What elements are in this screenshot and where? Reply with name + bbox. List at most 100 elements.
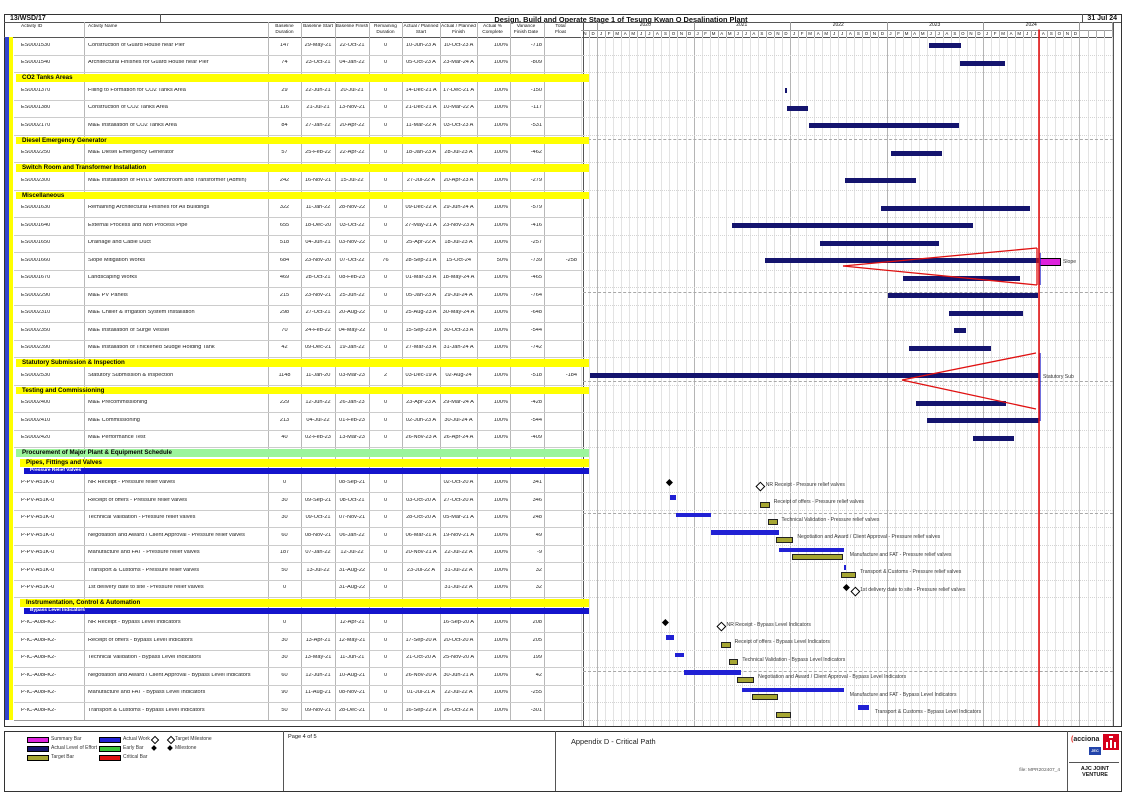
activity-name-cell: M&E Performance Test <box>88 435 146 441</box>
table-cell: 90 <box>281 690 288 696</box>
table-cell: 09-Oct-21 <box>305 515 331 521</box>
activity-name-cell: Drainage and Cable Duct <box>88 240 151 246</box>
table-cell: 20-Jul-21 <box>340 87 364 93</box>
legend-label: Target Milestone <box>175 736 212 742</box>
gantt-bar-label: Transport & Customs - Bypass Level Indic… <box>874 709 982 716</box>
row-line <box>14 322 583 323</box>
column-grid-line <box>268 22 269 720</box>
gantt-row-line <box>583 54 1113 56</box>
activity-name-cell: M&E Installation of CO2 Tanks Area <box>88 122 177 128</box>
table-cell: 0 <box>383 345 388 351</box>
table-cell: 07-Jan-22 <box>305 550 331 556</box>
activity-name-cell: M&E Installation of Thickened Sludge Hol… <box>88 345 215 351</box>
table-cell: 29-Jun-24 A <box>443 205 474 211</box>
timeline-month-cell: J <box>830 29 840 37</box>
table-cell: 23-Nov-23 A <box>442 222 475 228</box>
row-line <box>14 134 583 136</box>
table-cell: 0 <box>383 42 388 48</box>
row-line <box>14 544 583 546</box>
table-cell: 28-Oct-21 <box>305 275 331 281</box>
file-reference: file: MPR202407_4 <box>1019 768 1060 773</box>
gantt-bar-work <box>778 547 844 553</box>
table-cell: 30-Jul-24 A <box>444 417 473 423</box>
table-cell: 22-Jul-22 A <box>444 550 473 556</box>
gantt-bar-loe <box>887 293 1039 299</box>
table-cell: 0 <box>282 620 287 626</box>
table-cell: ES0002300 <box>21 177 51 183</box>
timeline-month-cell: N <box>677 29 687 37</box>
table-cell: -718 <box>530 42 542 48</box>
table-cell: 0 <box>383 205 388 211</box>
section-header: Bypass Level Indicators <box>24 608 589 614</box>
table-cell: 08-Sep-21 <box>338 480 366 486</box>
activity-name-cell: NR Receipt - Bypass Level Indicators <box>88 620 181 626</box>
table-cell: 0 <box>383 310 388 316</box>
table-cell: ES0001530 <box>21 42 51 48</box>
table-cell: 03-Oct-20 A <box>406 497 436 503</box>
gantt-bar-work <box>674 652 684 658</box>
table-cell: 2 <box>383 372 388 378</box>
table-cell: -9 <box>537 550 542 556</box>
gantt-row-line <box>583 162 1113 163</box>
table-cell: ES0002290 <box>21 292 51 298</box>
column-header: Variance Finish Date <box>513 24 539 35</box>
activity-name-cell: External Process and Non Process Pipe <box>88 222 188 228</box>
month-grid-line <box>581 37 582 726</box>
table-cell: 07-Oct-22 <box>339 257 365 263</box>
border-line <box>4 726 1121 727</box>
section-header: Instrumentation, Control & Automation <box>20 599 589 607</box>
gantt-bar-loe <box>902 275 1020 281</box>
gantt-row-line <box>583 667 1113 668</box>
table-cell: 26-Nov-20 A <box>405 672 437 678</box>
table-cell: 16-Sep-22 A <box>405 707 437 713</box>
guide-line <box>583 381 1113 382</box>
activity-name-cell: Construction of Guard House near Pier <box>88 42 185 48</box>
gantt-row-line <box>583 719 1113 721</box>
gantt-row-line <box>583 99 1113 101</box>
table-cell: 25-Nov-20 A <box>442 655 475 661</box>
table-cell: 100% <box>493 435 508 441</box>
timeline-month-cell <box>1079 29 1089 37</box>
table-cell: 21-Oct-20 A <box>406 655 436 661</box>
timeline-month-cell: O <box>669 29 679 37</box>
gantt-bar-loe <box>732 223 973 229</box>
table-cell: -809 <box>530 60 542 66</box>
gantt-bar-loe <box>926 418 1039 424</box>
timeline-month-cell: J <box>927 29 936 37</box>
row-line <box>14 649 583 651</box>
table-cell: 50 <box>281 707 288 713</box>
table-cell: ES0001640 <box>21 222 51 228</box>
table-cell: 29-Mar-24 A <box>443 400 474 406</box>
table-cell: 0 <box>383 620 388 626</box>
table-cell: 23-Nov-21 <box>304 292 332 298</box>
table-cell: 27-Oct-20 A <box>443 497 474 503</box>
column-header: Baseline Start <box>303 24 333 29</box>
activity-name-cell: Receipt of offers - Bypass Level Indicat… <box>88 637 193 643</box>
column-grid-line <box>440 22 441 720</box>
row-line <box>14 234 583 236</box>
table-cell: 31-Aug-22 <box>338 567 366 573</box>
row-line <box>14 117 583 118</box>
table-cell: 100% <box>493 655 508 661</box>
table-cell: 469 <box>279 275 290 281</box>
table-cell: ES0002350 <box>21 327 51 333</box>
column-grid-line <box>544 22 545 720</box>
table-cell: 20-Nov-21 A <box>405 550 437 556</box>
table-cell: ES0001380 <box>21 105 51 111</box>
activity-name-cell: Transport & Customs - Bypass Level Indic… <box>88 707 205 713</box>
table-cell: 04-May-22 <box>338 327 366 333</box>
table-cell: 100% <box>493 105 508 111</box>
legend-swatch-critical <box>99 754 121 761</box>
table-cell: ES0001630 <box>21 205 51 211</box>
table-cell: 1148 <box>278 372 291 378</box>
table-cell: 06-Jan-22 <box>339 532 365 538</box>
table-cell: -531 <box>530 122 542 128</box>
table-cell: 16-Nov-21 <box>304 177 332 183</box>
timeline-month-cell: A <box>1007 29 1017 37</box>
table-cell: 29-May-21 <box>304 42 332 48</box>
gantt-row-line <box>583 384 1113 386</box>
table-cell: 0 <box>383 105 388 111</box>
table-cell: 0 <box>383 400 388 406</box>
timeline-month-cell: M <box>613 29 623 37</box>
